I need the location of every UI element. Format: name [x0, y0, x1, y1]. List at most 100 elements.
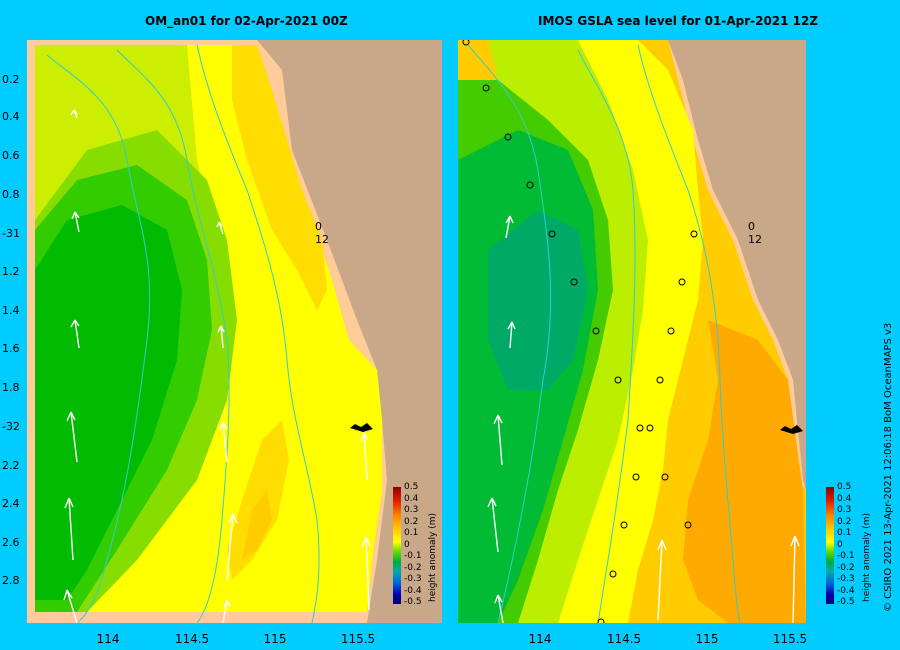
current-arrow: [657, 539, 667, 621]
obs-point: [570, 278, 578, 286]
current-arrow: [507, 321, 516, 349]
obs-point: [620, 521, 628, 529]
y-tick: 1.8: [2, 381, 20, 394]
colorbar-tick: 0.2: [837, 517, 852, 527]
colorbar-tick: -0.2: [404, 563, 422, 573]
y-tick: -31: [2, 227, 20, 240]
obs-point: [597, 618, 605, 623]
obs-point: [548, 230, 556, 238]
obs-point: [526, 181, 534, 189]
x-tick: 114.5: [174, 632, 210, 646]
y-tick: 1.6: [2, 342, 20, 355]
colorbar-tick: -0.5: [837, 597, 855, 607]
current-arrow: [71, 211, 80, 233]
current-arrow: [505, 215, 514, 239]
obs-point: [592, 327, 600, 335]
obs-point: [614, 376, 622, 384]
obs-point: [678, 278, 686, 286]
current-arrow: [790, 535, 800, 623]
y-tick: 2.4: [2, 497, 20, 510]
y-tick: 2.8: [2, 574, 20, 587]
anomaly-gold-south-inner: [242, 490, 272, 560]
colorbar-tick: -0.4: [404, 586, 422, 596]
station-label: 12: [748, 233, 762, 246]
bathymetry-line: [196, 44, 320, 623]
left-map-panel: 0 12: [27, 40, 442, 623]
credit-text: © CSIRO 2021 13-Apr-2021 12:06:18 BoM Oc…: [883, 322, 894, 612]
island-detail: [780, 425, 803, 434]
y-tick: 0.2: [2, 73, 20, 86]
obs-point: [690, 230, 698, 238]
current-arrow: [493, 414, 503, 466]
anomaly-teal: [488, 210, 588, 390]
current-arrow: [70, 109, 78, 119]
current-arrow: [487, 497, 499, 553]
colorbar-tick: 0.2: [404, 517, 419, 527]
y-tick: 1.2: [2, 265, 20, 278]
colorbar-tick: -0.1: [837, 551, 855, 561]
colorbar-tick: -0.1: [404, 551, 422, 561]
y-tick: 0.8: [2, 188, 20, 201]
x-tick: 115: [695, 632, 719, 646]
station-label: 12: [315, 233, 329, 246]
right-colorbar-label: height anomaly (m): [862, 512, 872, 602]
colorbar-tick: 0.3: [404, 505, 419, 515]
obs-point: [684, 521, 692, 529]
bathymetry-line: [467, 44, 552, 623]
bathymetry-line: [637, 44, 741, 623]
obs-point: [636, 424, 644, 432]
y-tick: 1.4: [2, 304, 20, 317]
current-arrow: [64, 497, 74, 561]
colorbar-tick: 0.3: [837, 505, 852, 515]
obs-point: [656, 376, 664, 384]
colorbar-tick: 0: [837, 540, 843, 550]
current-arrow: [226, 513, 238, 581]
station-label: 0: [315, 220, 322, 233]
colorbar-tick: 0.4: [837, 494, 852, 504]
y-tick: 0.4: [2, 110, 20, 123]
bathymetry-line: [577, 49, 636, 623]
current-arrow: [222, 599, 231, 623]
current-arrow: [63, 589, 78, 623]
x-tick: 115.5: [340, 632, 376, 646]
x-tick: 114: [528, 632, 552, 646]
coast-land-strip: [668, 40, 806, 490]
anomaly-gold-south: [227, 420, 289, 580]
current-arrow: [217, 325, 225, 349]
colorbar-tick: -0.2: [837, 563, 855, 573]
anomaly-dark-green: [35, 205, 182, 600]
left-colorbar: [393, 487, 401, 604]
anomaly-orange: [683, 320, 806, 623]
colorbar-tick: 0: [404, 540, 410, 550]
y-tick: -32: [2, 420, 20, 433]
colorbar-tick: 0.1: [837, 528, 852, 538]
right-colorbar: [826, 487, 834, 604]
current-arrow: [216, 221, 224, 235]
station-label: 0: [748, 220, 755, 233]
obs-point: [661, 473, 669, 481]
y-tick: 0.6: [2, 149, 20, 162]
bathymetry-line: [46, 54, 151, 623]
current-arrow: [361, 536, 371, 611]
current-arrow: [219, 421, 228, 463]
current-arrow: [66, 411, 78, 463]
obs-point: [462, 40, 470, 46]
anomaly-yellow-band: [528, 40, 703, 623]
current-arrow: [70, 319, 80, 349]
x-tick: 114: [96, 632, 120, 646]
obs-point: [482, 84, 490, 92]
current-arrow: [494, 594, 504, 623]
obs-point: [667, 327, 675, 335]
colorbar-tick: 0.5: [837, 482, 852, 492]
colorbar-tick: -0.4: [837, 586, 855, 596]
coast-land-strip: [257, 40, 442, 623]
x-tick: 115.5: [772, 632, 808, 646]
colorbar-tick: 0.4: [404, 494, 419, 504]
left-panel-title: OM_an01 for 02-Apr-2021 00Z: [145, 14, 348, 28]
current-arrows: [487, 215, 800, 623]
colorbar-tick: 0.1: [404, 528, 419, 538]
obs-point: [646, 424, 654, 432]
x-tick: 115: [263, 632, 287, 646]
observation-points: [462, 40, 698, 623]
current-arrow: [360, 432, 369, 481]
